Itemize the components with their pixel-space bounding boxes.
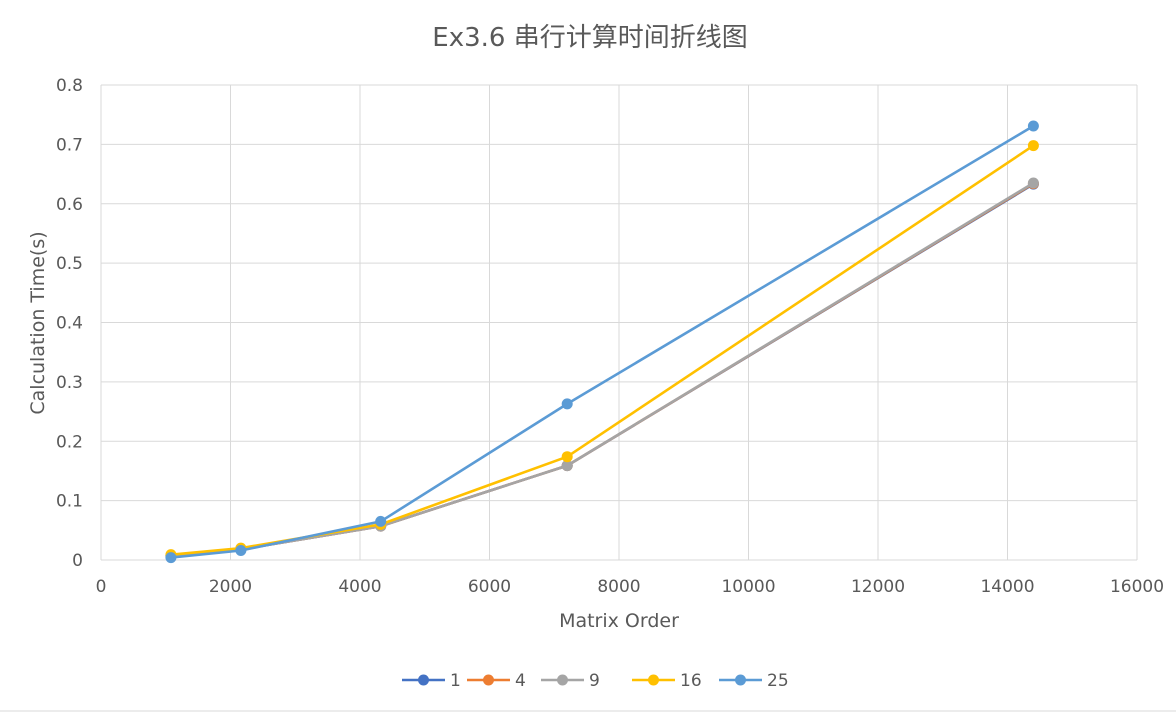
legend-label: 4 (515, 671, 526, 691)
y-tick-label: 0.7 (56, 135, 83, 155)
series-line (169, 124, 1035, 559)
y-tick-label: 0 (72, 551, 83, 571)
data-point (235, 545, 247, 556)
series-9 (165, 177, 1039, 562)
chart-title: Ex3.6 串行计算时间折线图 (432, 23, 747, 53)
gridlines (100, 84, 1138, 561)
series-1 (165, 178, 1039, 562)
y-tick-label: 0.6 (56, 195, 83, 215)
x-tick-label: 12000 (851, 577, 905, 597)
legend-item: 16 (632, 671, 702, 691)
series-25 (165, 120, 1039, 564)
y-tick-label: 0.8 (56, 76, 83, 96)
y-tick-label: 0.3 (56, 373, 83, 393)
x-tick-label: 16000 (1110, 577, 1164, 597)
series-4 (165, 178, 1039, 562)
y-tick-label: 0.4 (56, 314, 83, 334)
legend-label: 25 (767, 671, 789, 691)
x-tick-label: 2000 (209, 577, 252, 597)
x-tick-label: 10000 (721, 577, 775, 597)
legend-label: 9 (589, 671, 600, 691)
x-tick-label: 4000 (338, 577, 381, 597)
legend-marker (483, 674, 494, 686)
series-lines (165, 120, 1039, 564)
x-tick-label: 14000 (980, 577, 1034, 597)
legend-item: 4 (467, 671, 526, 691)
data-point (1027, 120, 1039, 132)
legend-item: 9 (541, 671, 600, 691)
legend-marker (557, 674, 568, 686)
series-line (169, 182, 1035, 558)
data-point (561, 460, 573, 472)
legend: 1 4 9 16 25 (402, 671, 789, 691)
x-tick-label: 6000 (468, 577, 511, 597)
series-16 (165, 140, 1039, 561)
legend-marker (418, 674, 429, 686)
legend-item: 1 (402, 671, 461, 691)
y-tick-label: 0.2 (56, 432, 83, 452)
series-line (169, 181, 1035, 558)
data-point (561, 398, 573, 410)
data-point (1027, 177, 1039, 189)
series-line (169, 144, 1035, 556)
y-axis-label: Calculation Time(s) (27, 231, 49, 414)
x-axis-label: Matrix Order (559, 610, 679, 632)
y-tick-label: 0.5 (56, 254, 83, 274)
legend-label: 1 (450, 671, 461, 691)
data-point (375, 515, 387, 527)
y-tick-label: 0.1 (56, 492, 83, 512)
series-line (169, 182, 1035, 558)
legend-item: 25 (719, 671, 789, 691)
data-point (1027, 140, 1039, 152)
legend-marker (735, 674, 746, 686)
data-point (561, 451, 573, 463)
x-tick-label: 0 (96, 577, 107, 597)
data-point (165, 552, 177, 564)
x-tick-label: 8000 (597, 577, 640, 597)
tick-labels: 0 2000 4000 6000 8000 10000 12000 14000 16000 0 0.… (56, 76, 1164, 597)
legend-label: 16 (680, 671, 702, 691)
legend-marker (648, 674, 659, 686)
